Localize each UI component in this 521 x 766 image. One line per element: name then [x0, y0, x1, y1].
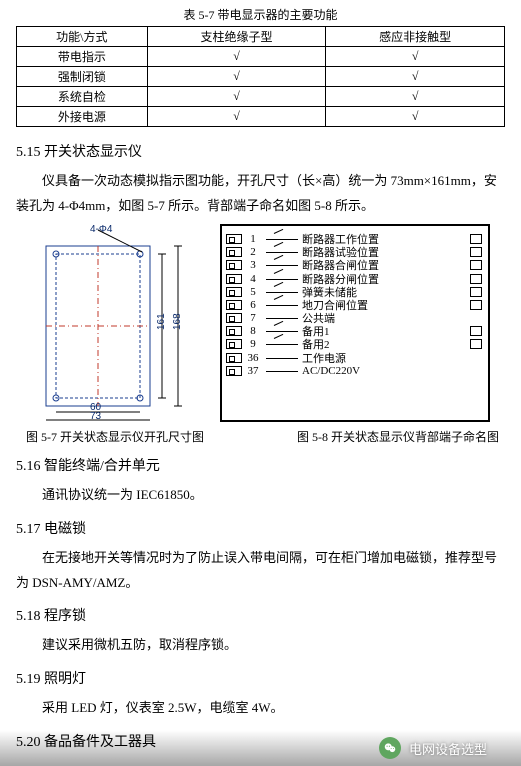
td: 外接电源	[17, 107, 148, 127]
terminal-box-icon	[470, 287, 482, 297]
terminal-box-icon	[470, 247, 482, 257]
function-table: 功能\方式 支柱绝缘子型 感应非接触型 带电指示√√强制闭锁√√系统自检√√外接…	[16, 26, 505, 127]
terminal-row: 37 AC/DC220V	[226, 364, 482, 377]
terminal-number: 1	[244, 233, 262, 245]
td: √	[147, 67, 326, 87]
dimension-drawing: 4-Φ4 161 168 60 73	[16, 224, 212, 422]
td: √	[326, 47, 505, 67]
td: √	[326, 87, 505, 107]
terminal-icon	[226, 300, 242, 310]
terminal-box-icon	[470, 234, 482, 244]
fig-5-7-caption: 图 5-7 开关状态显示仪开孔尺寸图	[26, 428, 204, 445]
terminal-number: 37	[244, 365, 262, 377]
terminal-box-icon	[470, 274, 482, 284]
td: √	[147, 47, 326, 67]
section-para: 建议采用微机五防，取消程序锁。	[16, 633, 505, 658]
figure-5-8: 1断路器工作位置2断路器试验位置3断路器合闸位置4断路器分闸位置5弹簧未储能6地…	[220, 224, 490, 422]
td: √	[147, 107, 326, 127]
figures-row: 4-Φ4 161 168 60 73 1断路器工作位置2断路器试验位置3断路器合…	[16, 224, 505, 422]
terminal-icon	[226, 234, 242, 244]
terminal-icon	[226, 366, 242, 376]
terminal-icon	[226, 260, 242, 270]
footer-bar: 电网设备选型	[0, 730, 521, 766]
section-para: 通讯协议统一为 IEC61850。	[16, 483, 505, 508]
terminal-icon	[226, 353, 242, 363]
footer-text: 电网设备选型	[409, 739, 487, 758]
terminal-number: 36	[244, 352, 262, 364]
section-5-15-heading: 5.15 开关状态显示仪	[16, 141, 505, 161]
section-5-15-para: 仪具备一次动态模拟指示图功能，开孔尺寸（长×高）统一为 73mm×161mm，安…	[16, 169, 505, 218]
wechat-icon	[379, 737, 401, 759]
td: √	[326, 107, 505, 127]
section-para: 采用 LED 灯，仪表室 2.5W，电缆室 4W。	[16, 696, 505, 721]
terminal-box-icon	[470, 339, 482, 349]
terminal-symbol	[262, 366, 302, 376]
fig-5-8-caption: 图 5-8 开关状态显示仪背部端子命名图	[297, 428, 499, 445]
table-caption: 表 5-7 带电显示器的主要功能	[16, 6, 505, 23]
dim-hole: 4-Φ4	[90, 224, 113, 235]
th: 功能\方式	[17, 27, 148, 47]
terminal-number: 4	[244, 273, 262, 285]
td: √	[326, 67, 505, 87]
terminal-icon	[226, 247, 242, 257]
section-para: 在无接地开关等情况时为了防止误入带电间隔，可在柜门增加电磁锁，推荐型号为 DSN…	[16, 546, 505, 595]
terminal-box-icon	[470, 326, 482, 336]
terminal-icon	[226, 326, 242, 336]
terminal-icon	[226, 274, 242, 284]
td: √	[147, 87, 326, 107]
terminal-label: 工作电源	[302, 350, 482, 366]
th: 感应非接触型	[326, 27, 505, 47]
terminal-icon	[226, 313, 242, 323]
figure-captions: 图 5-7 开关状态显示仪开孔尺寸图 图 5-8 开关状态显示仪背部端子命名图	[16, 428, 505, 445]
td: 带电指示	[17, 47, 148, 67]
terminal-number: 5	[244, 286, 262, 298]
td: 强制闭锁	[17, 67, 148, 87]
terminal-number: 7	[244, 312, 262, 324]
terminal-row: 36 工作电源	[226, 351, 482, 364]
section-heading: 5.16 智能终端/合并单元	[16, 455, 505, 475]
terminal-symbol	[262, 339, 302, 349]
terminal-box-icon	[470, 300, 482, 310]
terminal-number: 2	[244, 246, 262, 258]
terminal-symbol	[262, 300, 302, 310]
section-heading: 5.17 电磁锁	[16, 518, 505, 538]
terminal-symbol	[262, 353, 302, 363]
dim-h-inner: 161	[156, 313, 167, 330]
terminal-number: 9	[244, 338, 262, 350]
dim-w-outer: 73	[90, 411, 102, 422]
terminal-box-icon	[470, 260, 482, 270]
terminal-icon	[226, 287, 242, 297]
figure-5-7: 4-Φ4 161 168 60 73	[16, 224, 212, 422]
terminal-label: AC/DC220V	[302, 365, 482, 377]
th: 支柱绝缘子型	[147, 27, 326, 47]
td: 系统自检	[17, 87, 148, 107]
terminal-number: 8	[244, 325, 262, 337]
terminal-number: 3	[244, 259, 262, 271]
section-heading: 5.18 程序锁	[16, 605, 505, 625]
section-heading: 5.19 照明灯	[16, 668, 505, 688]
terminal-icon	[226, 339, 242, 349]
terminal-number: 6	[244, 299, 262, 311]
dim-h-outer: 168	[172, 313, 183, 330]
